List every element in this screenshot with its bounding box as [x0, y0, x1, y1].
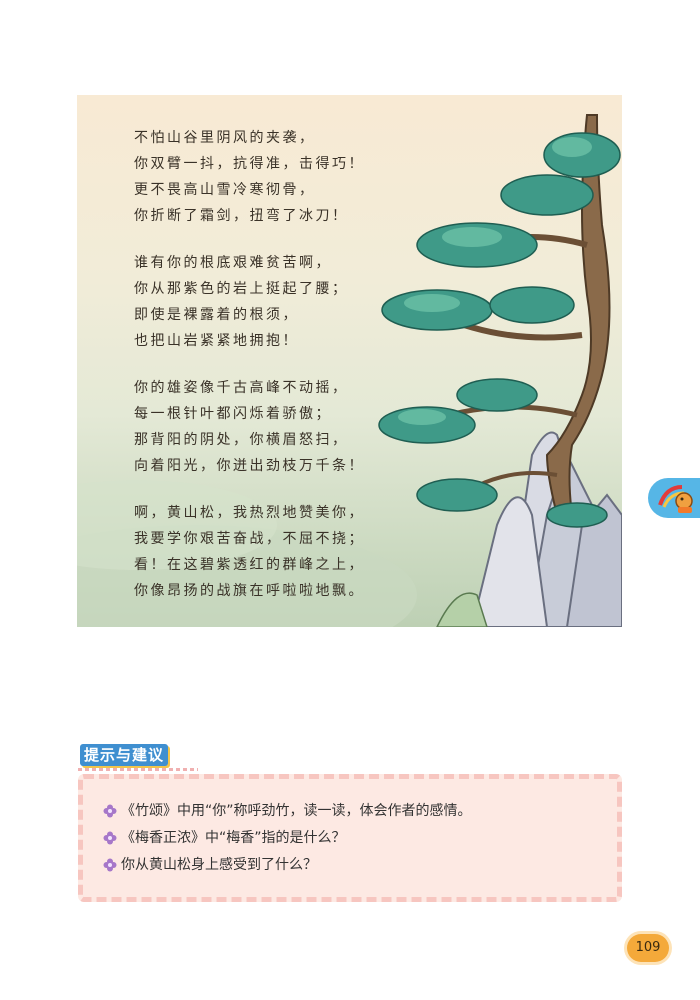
- poem-line: 你的雄姿像千古高峰不动摇，: [134, 380, 349, 396]
- pine-tree-illustration: [77, 114, 622, 627]
- poem-line: 那背阳的阴处，你横眉怒扫，: [134, 432, 349, 448]
- flower-bullet-icon: [103, 804, 117, 818]
- flower-bullet-icon: [103, 858, 117, 872]
- poem-line: 也把山岩紧紧地拥抱！: [134, 333, 299, 349]
- poem-line: 谁有你的根底艰难贫苦啊，: [134, 255, 332, 271]
- poem-line: 你从那紫色的岩上挺起了腰；: [134, 281, 349, 297]
- page-number: 109: [627, 934, 669, 962]
- poem-line: 你像昂扬的战旗在呼啦啦地飘。: [134, 583, 365, 599]
- poem-line: 不怕山谷里阴风的夹袭，: [134, 130, 316, 146]
- heading-underline: [78, 768, 198, 771]
- poem-stanza-1: 不怕山谷里阴风的夹袭， 你双臂一抖，抗得准，击得巧！ 更不畏高山雪冷寒彻骨， 你…: [134, 125, 414, 229]
- tips-box: 《竹颂》中用“你”称呼劲竹，读一读，体会作者的感情。 《梅香正浓》中“梅香”指的…: [78, 774, 622, 902]
- unit-side-tab: [648, 478, 700, 518]
- tip-text: 《梅香正浓》中“梅香”指的是什么？: [121, 830, 346, 846]
- poem-stanza-3: 你的雄姿像千古高峰不动摇， 每一根针叶都闪烁着骄傲； 那背阳的阴处，你横眉怒扫，…: [134, 375, 414, 479]
- poem-line: 向着阳光，你迸出劲枝万千条！: [134, 458, 365, 474]
- tip-text: 你从黄山松身上感受到了什么？: [121, 857, 317, 873]
- poem-line: 更不畏高山雪冷寒彻骨，: [134, 182, 316, 198]
- poem-line: 啊，黄山松，我热烈地赞美你，: [134, 505, 365, 521]
- poem-stanza-4: 啊，黄山松，我热烈地赞美你， 我要学你艰苦奋战，不屈不挠； 看！在这碧紫透红的群…: [134, 500, 414, 604]
- tips-heading: 提示与建议: [80, 744, 169, 766]
- flower-bullet-icon: [103, 831, 117, 845]
- poem-line: 每一根针叶都闪烁着骄傲；: [134, 406, 332, 422]
- poem-text: 不怕山谷里阴风的夹袭， 你双臂一抖，抗得准，击得巧！ 更不畏高山雪冷寒彻骨， 你…: [134, 125, 414, 625]
- tip-text: 《竹颂》中用“你”称呼劲竹，读一读，体会作者的感情。: [121, 803, 472, 819]
- tip-item: 你从黄山松身上感受到了什么？: [103, 853, 317, 877]
- tip-item: 《竹颂》中用“你”称呼劲竹，读一读，体会作者的感情。: [103, 799, 472, 823]
- poem-line: 我要学你艰苦奋战，不屈不挠；: [134, 531, 365, 547]
- unit-mascot-icon: [658, 485, 693, 513]
- poem-line: 看！在这碧紫透红的群峰之上，: [134, 557, 365, 573]
- poem-stanza-2: 谁有你的根底艰难贫苦啊， 你从那紫色的岩上挺起了腰； 即使是裸露着的根须， 也把…: [134, 250, 414, 354]
- poem-line: 即使是裸露着的根须，: [134, 307, 299, 323]
- tip-item: 《梅香正浓》中“梅香”指的是什么？: [103, 826, 346, 850]
- poem-panel: 不怕山谷里阴风的夹袭， 你双臂一抖，抗得准，击得巧！ 更不畏高山雪冷寒彻骨， 你…: [77, 95, 622, 627]
- poem-line: 你折断了霜剑，扭弯了冰刀！: [134, 208, 349, 224]
- poem-line: 你双臂一抖，抗得准，击得巧！: [134, 156, 365, 172]
